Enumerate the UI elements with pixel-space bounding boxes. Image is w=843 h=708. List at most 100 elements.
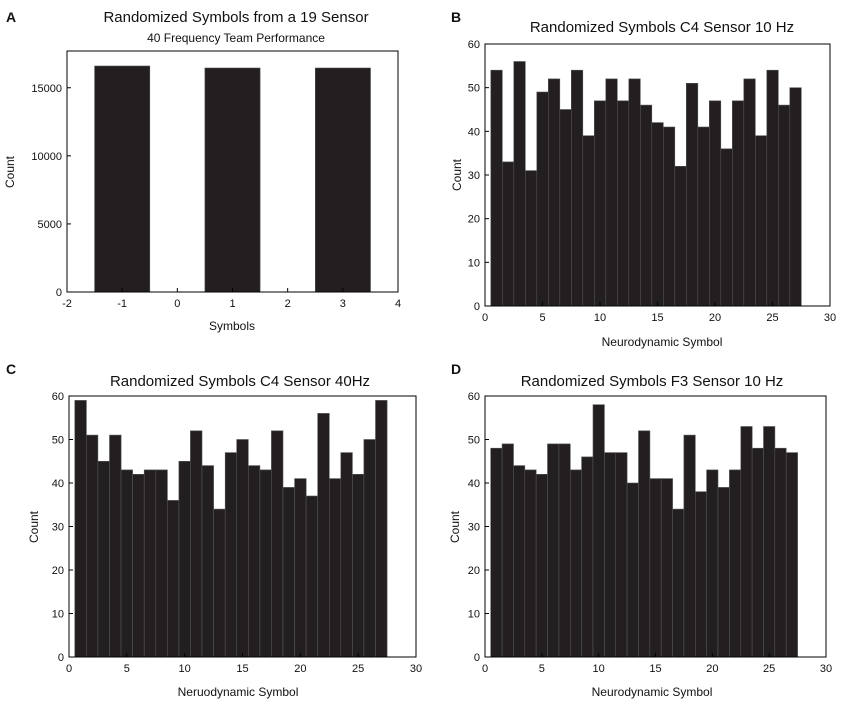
panel-c-xlabel: Neruodynamic Symbol bbox=[178, 685, 299, 699]
panel-a-letter: A bbox=[6, 9, 16, 25]
panel-b-bar-8 bbox=[570, 69, 584, 307]
panel-d-xtick-label: 30 bbox=[820, 663, 832, 675]
panel-b-ytick-label: 30 bbox=[468, 170, 480, 182]
panel-c-bar-24 bbox=[340, 452, 353, 658]
panel-d-xtick-label: 15 bbox=[649, 663, 661, 675]
panel-d-bar-8 bbox=[569, 469, 582, 658]
panel-b-bar-1 bbox=[490, 69, 503, 307]
panel-b-ytick-label: 10 bbox=[468, 257, 480, 269]
panel-a-ytick-label: 0 bbox=[56, 287, 62, 299]
panel-b-ticks: 0 5 10 15 20 25 30 0 10 20 30 40 50 60 bbox=[468, 39, 836, 324]
panel-d-bar-17 bbox=[672, 508, 685, 658]
panel-b-xtick-label: 30 bbox=[824, 312, 836, 324]
panel-d-bar-15 bbox=[649, 478, 662, 658]
panel-b-bar-21 bbox=[720, 148, 733, 307]
panel-c-ytick-label: 0 bbox=[58, 652, 64, 664]
panel-d-bar-4 bbox=[524, 469, 537, 658]
panel-a-title: Randomized Symbols from a 19 Sensor bbox=[103, 9, 368, 26]
panel-d-bar-5 bbox=[535, 473, 548, 658]
panel-c-bar-1 bbox=[74, 400, 87, 658]
panel-d-xtick-label: 20 bbox=[706, 663, 718, 675]
panel-d-bar-23 bbox=[740, 426, 753, 658]
panel-a-ticks: -2 -1 0 1 2 3 4 0 5000 10000 15000 bbox=[31, 83, 401, 310]
panel-b-bar-2 bbox=[501, 161, 515, 307]
panel-b-xtick-label: 5 bbox=[539, 312, 545, 324]
panel-b-bar-23 bbox=[743, 78, 756, 307]
panel-b-bars bbox=[490, 61, 802, 307]
panel-d-bar-10 bbox=[592, 404, 605, 658]
panel-c-ytick-label: 40 bbox=[52, 478, 64, 490]
panel-a: A Randomized Symbols from a 19 Sensor 40… bbox=[3, 9, 401, 333]
panel-c-bar-13 bbox=[213, 508, 226, 658]
panel-b-bar-13 bbox=[628, 78, 641, 307]
panel-d-bar-9 bbox=[581, 456, 594, 658]
panel-d-axes-frame bbox=[484, 395, 827, 658]
panel-d-bar-18 bbox=[683, 434, 696, 658]
panel-a-bar-3 bbox=[314, 67, 371, 293]
panel-b-bar-16 bbox=[662, 126, 676, 307]
panel-c-bar-21 bbox=[305, 495, 319, 658]
panel-c-xtick-label: 25 bbox=[352, 663, 364, 675]
panel-c-ytick-label: 60 bbox=[52, 391, 64, 403]
panel-b-bar-20 bbox=[708, 100, 722, 307]
panel-d: D Randomized Symbols F3 Sensor 10 Hz Neu… bbox=[448, 361, 832, 699]
panel-a-ytick-label: 5000 bbox=[38, 219, 62, 231]
panel-d-ytick-label: 10 bbox=[468, 609, 480, 621]
panel-b-xtick-label: 25 bbox=[766, 312, 778, 324]
panel-d-ticks: 0 5 10 15 20 25 30 0 10 20 30 40 50 60 bbox=[468, 391, 832, 675]
panel-a-bar-1 bbox=[94, 65, 151, 293]
panel-d-bar-27 bbox=[785, 452, 798, 658]
panel-c-bar-25 bbox=[352, 473, 365, 658]
panel-b-bar-10 bbox=[593, 100, 607, 307]
panel-a-xtick-label: 1 bbox=[229, 298, 235, 310]
panel-d-bar-3 bbox=[513, 465, 526, 658]
panel-b-bar-25 bbox=[766, 69, 779, 307]
panel-c-bar-6 bbox=[132, 473, 145, 658]
panel-c-bar-3 bbox=[97, 460, 110, 658]
panel-d-bar-16 bbox=[660, 478, 673, 658]
panel-d-ytick-label: 20 bbox=[468, 565, 480, 577]
panel-c-bar-15 bbox=[236, 439, 249, 658]
panel-b-bar-5 bbox=[536, 91, 549, 307]
panel-b-ylabel: Count bbox=[450, 158, 464, 191]
panel-d-bar-22 bbox=[729, 469, 742, 658]
panel-c-letter: C bbox=[6, 361, 16, 377]
panel-d-bar-26 bbox=[774, 447, 787, 658]
panel-d-xtick-label: 10 bbox=[593, 663, 605, 675]
panel-a-xtick-label: 2 bbox=[285, 298, 291, 310]
panel-c-bar-16 bbox=[248, 465, 261, 658]
panel-b-bar-26 bbox=[777, 104, 791, 307]
panel-d-bar-1 bbox=[490, 447, 503, 658]
panel-b-xlabel: Neurodynamic Symbol bbox=[602, 335, 723, 349]
panel-b-bar-22 bbox=[731, 100, 745, 307]
panel-a-xlabel: Symbols bbox=[209, 319, 255, 333]
panel-c-bar-12 bbox=[201, 465, 214, 658]
panel-c: C Randomized Symbols C4 Sensor 40Hz Neru… bbox=[6, 361, 422, 699]
panel-b-bar-15 bbox=[651, 122, 664, 307]
panel-c-xtick-label: 20 bbox=[294, 663, 306, 675]
panel-b-bar-24 bbox=[754, 135, 768, 307]
panel-c-bar-20 bbox=[294, 478, 307, 658]
panel-c-bar-9 bbox=[167, 500, 180, 658]
panel-c-bar-10 bbox=[178, 460, 191, 658]
panel-d-bar-25 bbox=[763, 426, 776, 658]
panel-b-ytick-label: 40 bbox=[468, 126, 480, 138]
panel-a-xtick-label: -1 bbox=[117, 298, 127, 310]
panel-d-xtick-label: 0 bbox=[482, 663, 488, 675]
panel-c-ylabel: Count bbox=[27, 510, 41, 543]
panel-d-bar-6 bbox=[547, 443, 560, 658]
panel-c-xtick-label: 5 bbox=[124, 663, 130, 675]
panel-b-title: Randomized Symbols C4 Sensor 10 Hz bbox=[530, 19, 794, 36]
panel-c-bar-14 bbox=[224, 452, 238, 658]
panel-d-bar-14 bbox=[638, 430, 651, 658]
panel-c-bar-23 bbox=[328, 478, 342, 658]
panel-b-ytick-label: 20 bbox=[468, 214, 480, 226]
panel-b-xtick-label: 15 bbox=[651, 312, 663, 324]
panel-b-bar-14 bbox=[639, 104, 653, 307]
panel-c-bar-5 bbox=[120, 469, 133, 658]
panel-c-bar-7 bbox=[143, 469, 157, 658]
panel-c-ytick-label: 30 bbox=[52, 522, 64, 534]
panel-a-subtitle: 40 Frequency Team Performance bbox=[147, 31, 325, 45]
panel-d-bar-19 bbox=[694, 491, 707, 658]
panel-b-bar-9 bbox=[582, 135, 595, 307]
